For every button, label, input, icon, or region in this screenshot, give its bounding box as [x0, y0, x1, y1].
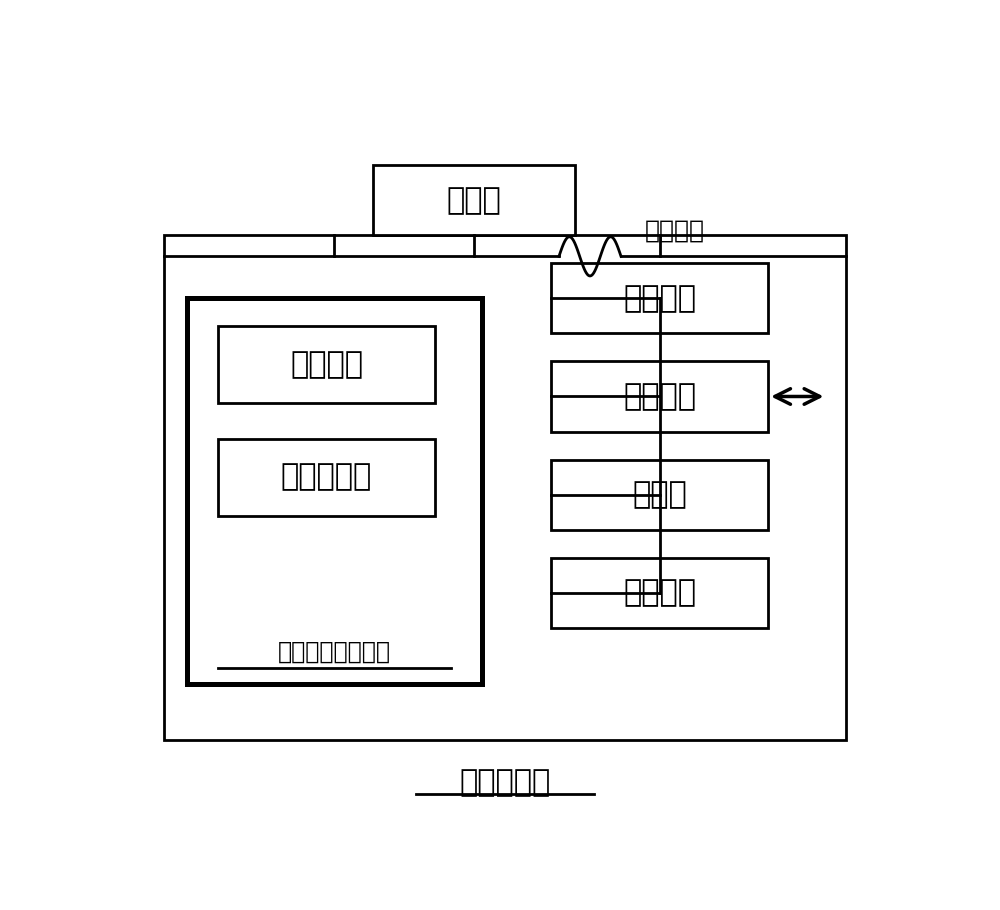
FancyBboxPatch shape	[187, 298, 482, 683]
Text: 通信接口: 通信接口	[623, 382, 696, 411]
Text: 非易失性存储介质: 非易失性存储介质	[278, 641, 391, 664]
FancyBboxPatch shape	[551, 263, 768, 333]
FancyBboxPatch shape	[551, 558, 768, 628]
FancyBboxPatch shape	[373, 166, 574, 236]
FancyBboxPatch shape	[218, 439, 435, 516]
FancyBboxPatch shape	[218, 327, 435, 403]
FancyBboxPatch shape	[551, 361, 768, 431]
FancyBboxPatch shape	[551, 460, 768, 530]
Text: 计算机程序: 计算机程序	[281, 462, 372, 491]
Text: 内存储器: 内存储器	[623, 284, 696, 313]
FancyBboxPatch shape	[164, 236, 846, 740]
Text: 系统总线: 系统总线	[644, 218, 704, 242]
Text: 操作系统: 操作系统	[290, 350, 363, 379]
Text: 输入装置: 输入装置	[623, 578, 696, 607]
Text: 显示屏: 显示屏	[632, 480, 687, 509]
Text: 处理器: 处理器	[446, 186, 501, 215]
Text: 计算机设备: 计算机设备	[459, 768, 550, 797]
